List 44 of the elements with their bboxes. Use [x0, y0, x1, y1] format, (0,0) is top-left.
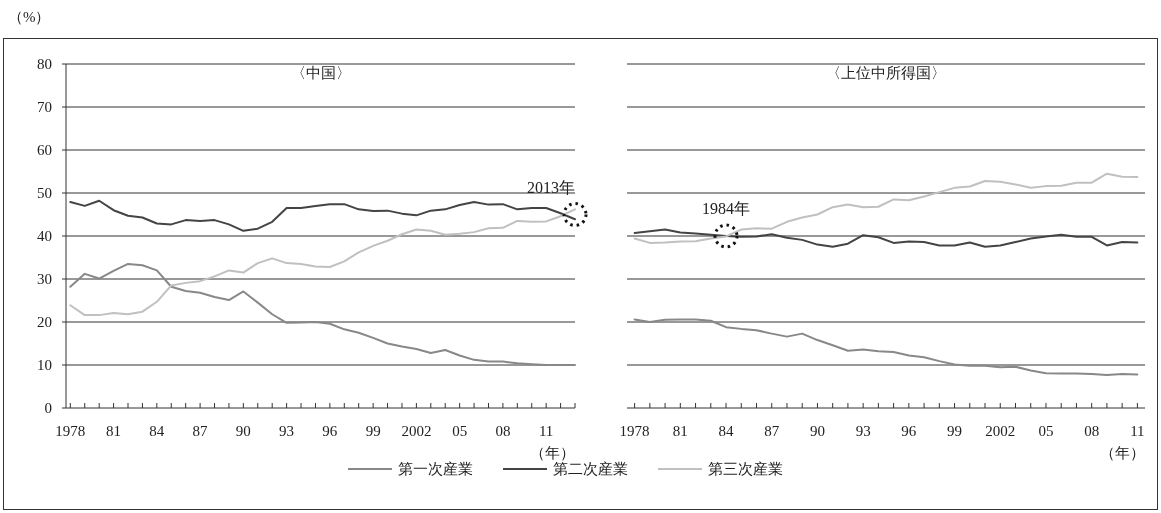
x-tick-label: 11	[538, 423, 554, 439]
x-tick-label: 84	[718, 423, 735, 439]
x-tick-label: 81	[106, 423, 122, 439]
x-tick-label: 05	[1038, 423, 1054, 439]
x-tick-label: 87	[764, 423, 780, 439]
y-tick-label: 40	[37, 228, 52, 244]
x-tick-label: 08	[495, 423, 511, 439]
x-tick-label: 96	[322, 423, 338, 439]
x-tick-label: 1978	[55, 423, 86, 439]
x-tick-label: 08	[1084, 423, 1100, 439]
legend-label: 第三次産業	[708, 461, 783, 477]
y-tick-label: 50	[37, 185, 52, 201]
annotation: 2013年	[527, 178, 575, 196]
x-tick-label: 84	[149, 423, 165, 439]
legend-label: 第二次産業	[553, 461, 628, 477]
annotation: 1984年	[702, 200, 751, 217]
y-tick-label: 70	[37, 99, 52, 115]
x-tick-label: 93	[855, 423, 871, 439]
x-tick-label: 90	[235, 423, 251, 439]
x-tick-label: 2002	[401, 423, 432, 439]
y-tick-label: 30	[37, 271, 52, 287]
legend-label: 第一次産業	[398, 461, 473, 477]
y-tick-label: 20	[37, 314, 52, 330]
x-axis-title: （年）	[530, 445, 575, 461]
y-tick-label: 10	[37, 357, 52, 373]
x-tick-label: 99	[365, 423, 381, 439]
x-tick-label: 2002	[985, 423, 1016, 439]
x-tick-label: 99	[947, 423, 963, 439]
x-tick-label: 96	[901, 423, 917, 439]
x-tick-label: 1978	[619, 423, 650, 439]
y-axis-title: （%）	[8, 9, 51, 25]
y-tick-label: 80	[37, 56, 52, 72]
x-tick-label: 05	[452, 423, 468, 439]
y-tick-label: 60	[37, 142, 52, 158]
x-tick-label: 11	[1130, 423, 1145, 439]
x-axis-title: （年）	[1100, 445, 1145, 461]
x-tick-label: 93	[279, 423, 295, 439]
line-series	[69, 262, 576, 366]
chart-title: 〈中国〉	[290, 65, 351, 81]
y-tick-label: 0	[44, 400, 52, 416]
x-tick-label: 90	[809, 423, 825, 439]
chart-title: 〈上位中所得国〉	[826, 65, 946, 81]
x-tick-label: 87	[192, 423, 209, 439]
x-tick-label: 81	[672, 423, 688, 439]
